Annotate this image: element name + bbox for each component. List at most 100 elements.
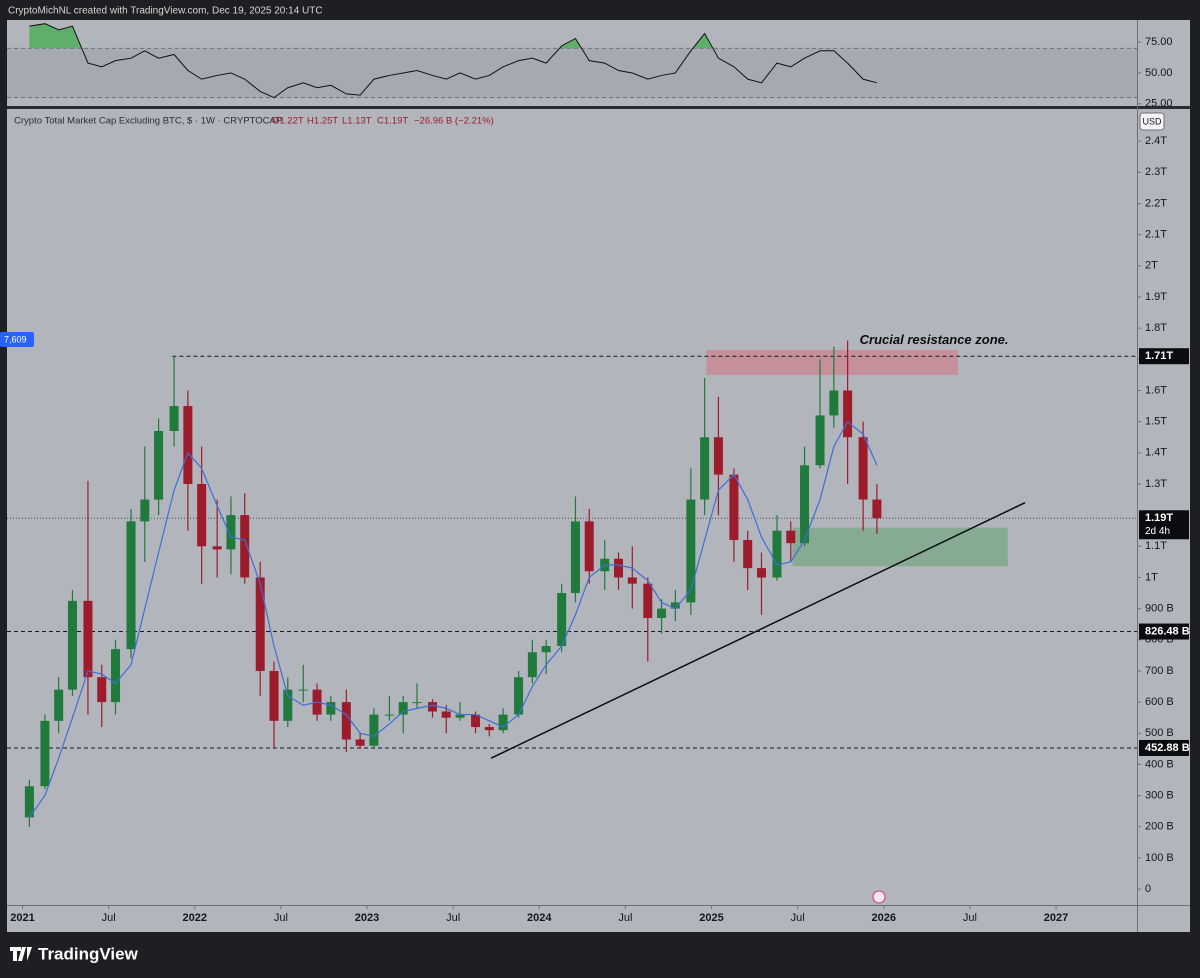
y-tick-label: 2.4T (1145, 135, 1167, 147)
candle-body (815, 415, 825, 466)
candle-body (514, 677, 524, 715)
candle-body (226, 515, 236, 550)
y-tick-label: 100 B (1145, 852, 1174, 864)
candle-body (700, 437, 710, 500)
candle-body (713, 437, 723, 475)
candle-body (498, 714, 508, 731)
candle-body (169, 406, 179, 431)
candle-body (843, 390, 853, 438)
x-tick-label: 2027 (1044, 912, 1068, 924)
event-icon[interactable] (872, 890, 886, 904)
y-tick-label: 2.2T (1145, 197, 1167, 209)
level-tag (1139, 623, 1189, 640)
candle-body (212, 546, 222, 550)
x-tick-label: Jul (791, 912, 805, 924)
countdown-label: 2d 4h (1145, 526, 1170, 537)
rsi-band (7, 48, 1137, 98)
currency-button[interactable] (1139, 112, 1165, 131)
y-tick-label: 1.5T (1145, 416, 1167, 428)
candle-body (657, 608, 667, 618)
candle-body (140, 499, 150, 522)
candle-body (729, 474, 739, 541)
price-pane: Crucial resistance zone. (7, 332, 1137, 827)
candle-body (686, 499, 696, 603)
candle-body (269, 670, 279, 721)
x-tick-label: Jul (446, 912, 460, 924)
candle-body (283, 689, 293, 721)
legend-ohlc: C1.19T (377, 116, 408, 127)
candle-body (398, 702, 408, 715)
candle-body (384, 714, 394, 716)
candle-body (872, 499, 882, 519)
candle-body (772, 530, 782, 578)
level-tag (1139, 348, 1189, 365)
y-tick-label: 1.4T (1145, 447, 1167, 459)
candle-body (183, 406, 193, 484)
x-tick-label: Jul (618, 912, 632, 924)
level-tag (1139, 739, 1189, 756)
candle-body (97, 677, 107, 703)
logo-text: TradingView (38, 944, 139, 963)
x-tick-label: 2024 (527, 912, 552, 924)
candle-body (756, 568, 766, 578)
rsi-line (29, 23, 878, 99)
y-tick-label: 1.8T (1145, 322, 1167, 334)
legend-name: Crypto Total Market Cap Excluding BTC, $… (14, 116, 282, 127)
y-tick-label: 1.9T (1145, 291, 1167, 303)
logo: TradingView (10, 944, 139, 963)
candle-body (240, 515, 250, 578)
candle-body (627, 577, 637, 584)
level-label: 452.88 B (1145, 742, 1190, 754)
candle-body (24, 786, 34, 818)
header: CryptoMichNL created with TradingView.co… (8, 6, 323, 17)
legend-ohlc: O1.22T (272, 116, 304, 127)
y-tick-label: 1.1T (1145, 540, 1167, 552)
candle-body (584, 521, 594, 572)
zone (792, 527, 1008, 567)
candle-body (829, 390, 839, 416)
candle-body (412, 702, 422, 704)
x-tick-label: 2022 (183, 912, 207, 924)
x-tick-label: 2026 (872, 912, 896, 924)
y-tick-label: 300 B (1145, 790, 1174, 802)
legend-ohlc: L1.13T (342, 116, 372, 127)
trendline (490, 501, 1026, 759)
y-tick-label: 200 B (1145, 821, 1174, 833)
y-tick-label: 0 (1145, 883, 1151, 895)
candle-body (484, 727, 494, 731)
candle-body (197, 483, 207, 547)
y-tick-label: 900 B (1145, 603, 1174, 615)
rsi-tick-label: 75.00 (1145, 36, 1173, 48)
candle-body (541, 646, 551, 653)
currency-label[interactable]: USD (1142, 116, 1162, 126)
level-label: 1.71T (1145, 350, 1173, 362)
y-tick-label: 700 B (1145, 665, 1174, 677)
rsi-pane (7, 23, 1137, 99)
candle-body (643, 583, 653, 618)
candle-body (455, 714, 465, 718)
candle-body (743, 540, 753, 569)
crosshair-label: 7,609 (4, 334, 27, 344)
y-tick-label: 2.1T (1145, 229, 1167, 241)
x-tick-label: 2021 (10, 912, 34, 924)
candle-body (441, 711, 451, 718)
x-tick-label: 2023 (355, 912, 379, 924)
candle-body (614, 558, 624, 578)
legend-change: −26.96 B (−2.21%) (414, 116, 494, 127)
moving-average (28, 420, 878, 818)
x-tick-label: Jul (274, 912, 288, 924)
candle-body (786, 530, 796, 544)
candle-body (670, 602, 680, 609)
candle-body (54, 689, 64, 721)
y-tick-label: 1T (1145, 571, 1158, 583)
annotation: Crucial resistance zone. (860, 332, 1009, 347)
y-tick-label: 600 B (1145, 696, 1174, 708)
candle-body (570, 521, 580, 594)
legend-ohlc: H1.25T (307, 116, 338, 127)
candle-body (557, 593, 567, 647)
crosshair-tag (0, 332, 34, 347)
y-tick-label: 1.3T (1145, 478, 1167, 490)
candle-body (800, 465, 810, 544)
